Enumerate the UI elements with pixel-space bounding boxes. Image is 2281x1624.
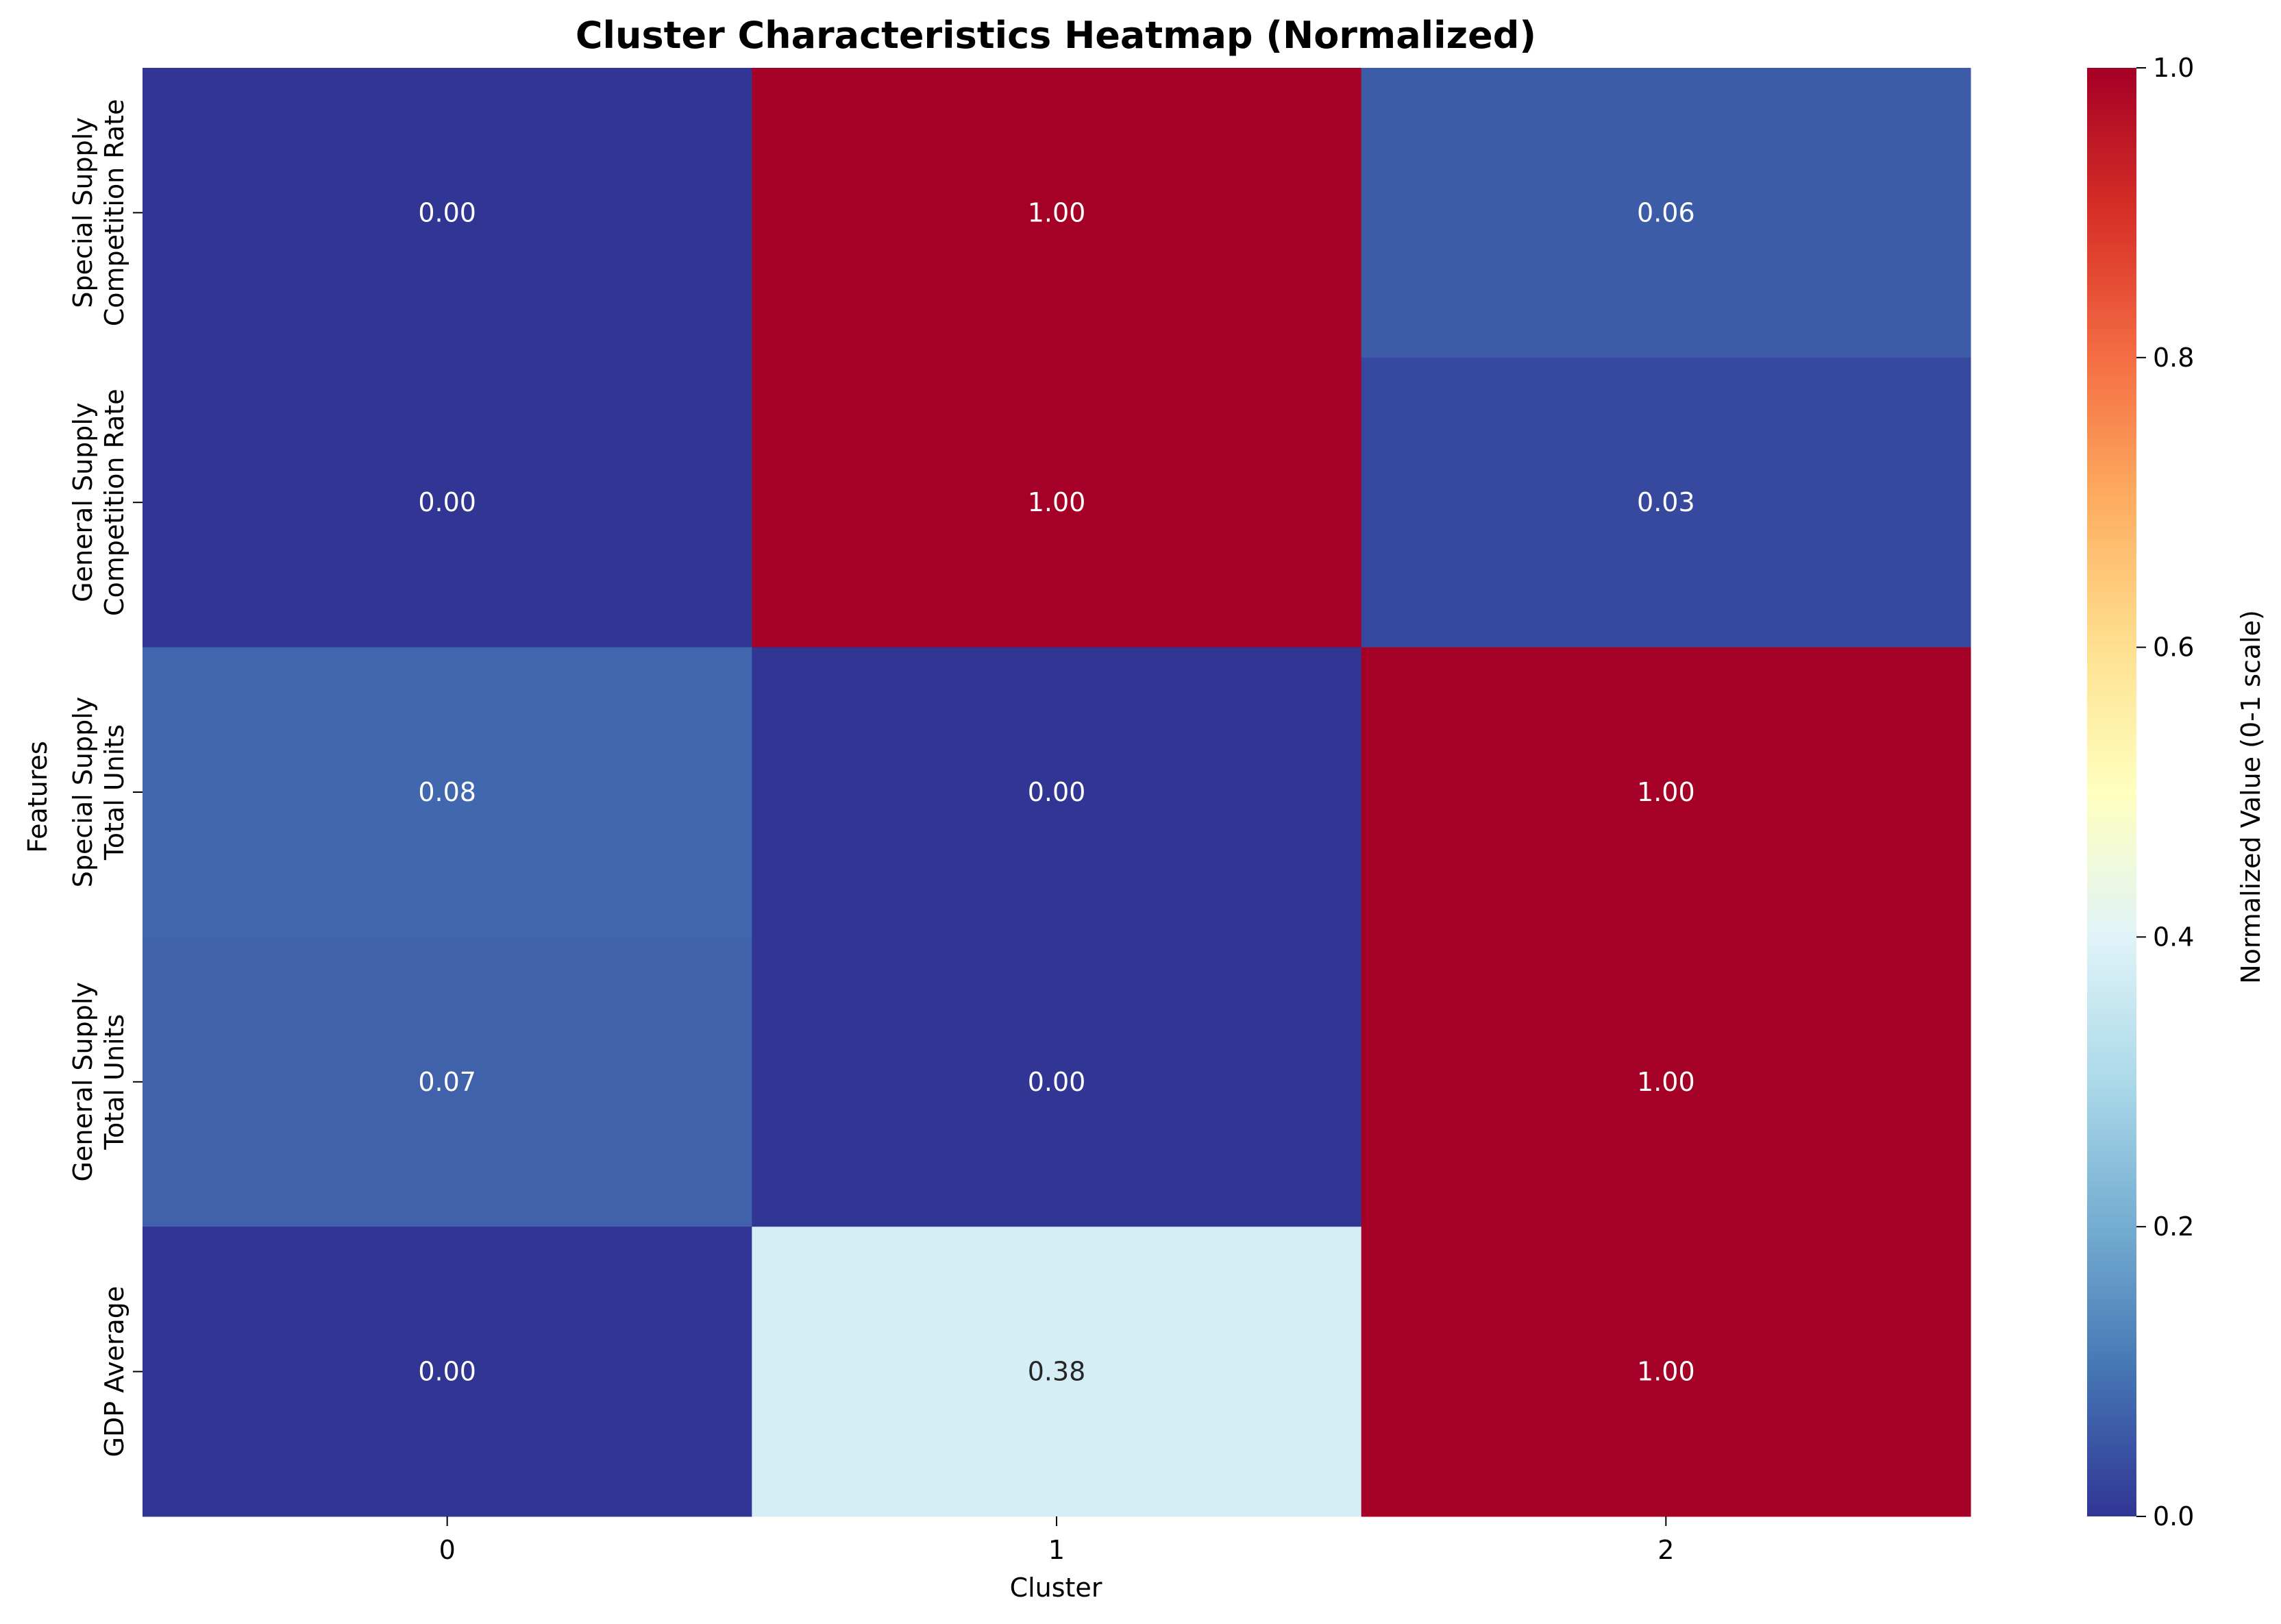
- heatmap-cell: [752, 937, 1362, 1227]
- colorbar-gradient: [2087, 68, 2136, 1516]
- heatmap-cell: [1361, 68, 1971, 358]
- cell-value-label: 0.00: [418, 197, 476, 227]
- heatmap-cell: [143, 1227, 752, 1517]
- x-tick-label: 1: [1048, 1535, 1065, 1565]
- chart-title: Cluster Characteristics Heatmap (Normali…: [576, 14, 1536, 57]
- colorbar-tick-label: 0.8: [2153, 343, 2194, 373]
- cell-value-label: 1.00: [1637, 1357, 1695, 1387]
- y-tick-label: General Supply: [68, 982, 98, 1181]
- heatmap-cell: [143, 68, 752, 358]
- y-tick-label: Total Units: [99, 1014, 130, 1151]
- cell-value-label: 1.00: [1028, 487, 1086, 517]
- heatmap-cells: 0.00 1.00 0.06 0.00 1.00 0.03 0.08 0.00 1.00 0.07…: [143, 68, 1971, 1517]
- heatmap-cell: [752, 1227, 1362, 1517]
- y-tick-label: Total Units: [99, 724, 130, 861]
- colorbar-tick-label: 0.4: [2153, 922, 2194, 952]
- colorbar-tick-label: 1.0: [2153, 53, 2194, 83]
- colorbar: 0.0 0.2 0.4 0.6 0.8 1.0: [2087, 53, 2194, 1531]
- cell-value-label: 0.08: [418, 777, 476, 807]
- y-tick-label: Competition Rate: [99, 99, 130, 327]
- x-axis-ticks: 0 1 2: [439, 1516, 1674, 1565]
- colorbar-tick-label: 0.6: [2153, 632, 2194, 663]
- heatmap-cell: [143, 937, 752, 1227]
- cell-value-label: 0.00: [1028, 777, 1086, 807]
- cell-value-label: 0.06: [1637, 197, 1695, 227]
- heatmap-cell: [752, 357, 1362, 648]
- heatmap-cell: [1361, 647, 1971, 937]
- y-tick-label: Special Supply: [68, 117, 98, 308]
- cell-value-label: 1.00: [1028, 197, 1086, 227]
- cell-value-label: 1.00: [1637, 777, 1695, 807]
- cell-value-label: 0.00: [418, 487, 476, 517]
- colorbar-label: Normalized Value (0-1 scale): [2236, 610, 2266, 984]
- cell-value-label: 0.07: [418, 1067, 476, 1097]
- colorbar-tick-label: 0.2: [2153, 1211, 2194, 1242]
- heatmap-cell: [752, 647, 1362, 937]
- y-axis-label: Features: [23, 741, 53, 852]
- heatmap-cell: [143, 357, 752, 648]
- y-tick-label: GDP Average: [99, 1286, 130, 1457]
- cell-value-label: 0.03: [1637, 487, 1695, 517]
- heatmap-cell: [143, 647, 752, 937]
- x-axis-label: Cluster: [1010, 1573, 1102, 1603]
- cell-value-label: 0.00: [418, 1357, 476, 1387]
- heatmap-cell: [752, 68, 1362, 358]
- heatmap-cell: [1361, 1227, 1971, 1517]
- x-tick-label: 0: [439, 1535, 456, 1565]
- cell-value-label: 0.38: [1028, 1357, 1086, 1387]
- colorbar-tick-label: 0.0: [2153, 1501, 2194, 1531]
- cell-value-label: 0.00: [1028, 1067, 1086, 1097]
- y-tick-label: Competition Rate: [99, 389, 130, 616]
- heatmap-cell: [1361, 937, 1971, 1227]
- cell-value-label: 1.00: [1637, 1067, 1695, 1097]
- heatmap-cell: [1361, 357, 1971, 648]
- y-tick-label: Special Supply: [68, 697, 98, 888]
- y-tick-label: General Supply: [68, 403, 98, 602]
- x-tick-label: 2: [1657, 1535, 1674, 1565]
